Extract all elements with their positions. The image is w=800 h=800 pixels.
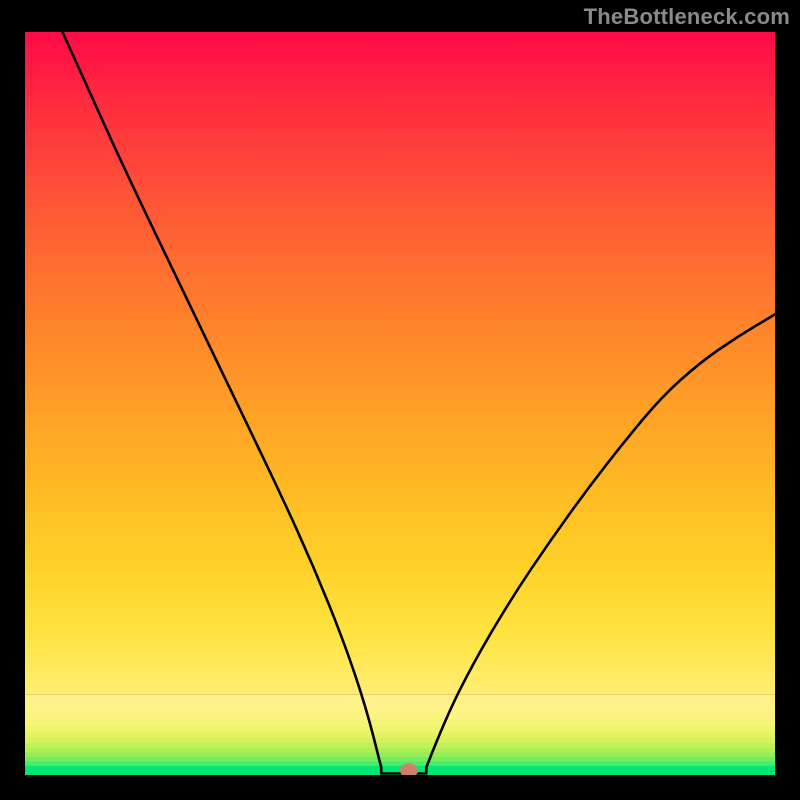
bottom-bands bbox=[25, 695, 775, 775]
watermark-text: TheBottleneck.com bbox=[584, 4, 790, 30]
plot-area bbox=[25, 32, 775, 775]
chart-frame: TheBottleneck.com bbox=[0, 0, 800, 800]
bottleneck-chart-svg bbox=[25, 32, 775, 775]
chart-background bbox=[25, 32, 775, 695]
